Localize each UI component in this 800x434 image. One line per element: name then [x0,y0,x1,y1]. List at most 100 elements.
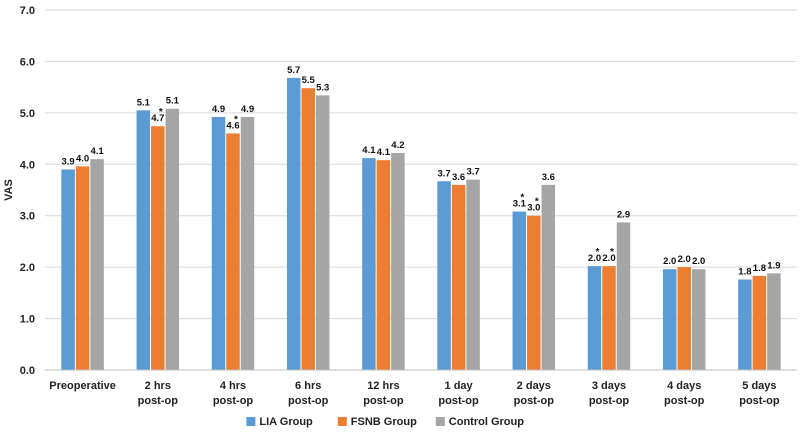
significance-star: * [234,114,238,125]
bar [315,95,330,370]
data-label: 1.8 [753,263,766,274]
y-tick-label: 7.0 [20,5,35,17]
bar [451,184,466,370]
bar [362,158,376,370]
bar [136,110,151,371]
bar [240,116,255,370]
x-tick-label: post-op [138,395,179,407]
data-label: 2.9 [617,209,630,220]
bar [541,184,556,370]
data-label: 2.0 [602,253,615,264]
bar [602,266,616,370]
bar [165,108,180,370]
bars [61,77,781,371]
bar [677,267,691,370]
data-label: 2.0 [692,256,705,267]
data-label: 4.6 [226,120,239,131]
legend-swatch [337,417,347,426]
bar [587,266,602,370]
bar [391,152,405,370]
y-tick-label: 2.0 [20,262,35,274]
x-tick-label: post-op [514,395,555,407]
x-tick-label: 3 days [592,380,626,392]
x-tick-label: 6 hrs [295,380,321,392]
data-label: 5.7 [287,65,300,76]
x-tick-label: post-op [363,395,404,407]
legend-label: Control Group [449,416,524,428]
y-axis-tick-labels: 0.0 1.0 2.0 3.0 4.0 5.0 6.0 7.0 [20,5,35,377]
bar [616,222,631,370]
legend-swatch [435,417,445,426]
x-tick-label: 4 days [667,380,701,392]
data-label: 2.0 [678,254,691,265]
y-tick-label: 0.0 [20,365,35,377]
bar [527,215,541,370]
bar [286,77,301,370]
legend: LIA Group FSNB Group Control Group [246,416,524,428]
x-axis-tick-labels: Preoperative 2 hrs post-op 4 hrs post-op 6 hr… [49,380,780,407]
y-tick-label: 4.0 [20,159,35,171]
significance-star: * [610,247,614,258]
x-tick-label: post-op [438,395,479,407]
data-label: 4.2 [391,140,404,151]
data-label: 3.7 [466,167,479,178]
data-label: 4.1 [90,146,104,157]
bar [662,269,677,370]
data-label: 2.0 [588,253,601,264]
data-label: 5.1 [137,97,151,108]
x-tick-label: 2 days [517,380,551,392]
data-label: 1.9 [767,260,780,271]
bar [466,179,480,370]
data-label: 3.9 [61,156,74,167]
y-tick-label: 6.0 [20,56,35,68]
data-label: 5.1 [166,96,180,107]
data-label: 3.7 [437,168,450,179]
x-tick-label: 1 day [445,380,474,392]
x-tick-label: post-op [664,395,705,407]
bar [90,159,104,370]
x-tick-label: post-op [589,395,630,407]
data-label: 4.0 [76,153,89,164]
data-label: 3.6 [452,172,465,183]
data-label: 5.5 [302,75,316,86]
bar [75,166,90,370]
bar [211,116,226,370]
data-label: 5.3 [316,82,329,93]
x-tick-label: post-op [288,395,329,407]
bar [437,181,451,370]
x-tick-label: 12 hrs [367,380,399,392]
data-label: 4.9 [241,104,254,115]
significance-star: * [596,247,600,258]
x-tick-label: 2 hrs [145,380,171,392]
data-label: 4.9 [212,104,225,115]
legend-swatch [246,417,256,426]
legend-label: FSNB Group [351,416,417,428]
bar [512,211,527,370]
data-label: 4.7 [151,113,164,124]
bar [691,269,706,370]
y-tick-label: 3.0 [20,211,35,223]
x-tick-label: 4 hrs [220,380,246,392]
significance-star: * [520,193,524,204]
bar [738,279,752,370]
legend-label: LIA Group [259,416,313,428]
y-tick-label: 1.0 [20,314,35,326]
data-labels: 3.9 4.04.15.14.7*5.14.94.6*4.95.75.55.34.… [61,65,780,278]
data-label: 3.6 [542,172,555,183]
x-tick-label: post-op [739,395,780,407]
x-tick-label: post-op [213,395,254,407]
data-label: 1.8 [738,266,751,277]
x-tick-label: 5 days [742,380,776,392]
data-label: 4.1 [377,147,391,158]
data-label: 3.1 [513,199,527,210]
bar [767,273,781,370]
y-axis-label: VAS [3,179,15,201]
y-tick-label: 5.0 [20,108,35,120]
bar [61,169,75,370]
data-label: 4.1 [362,145,376,156]
data-label: 2.0 [663,256,676,267]
bar [151,126,165,370]
bar [226,133,240,370]
x-tick-label: Preoperative [49,380,116,392]
